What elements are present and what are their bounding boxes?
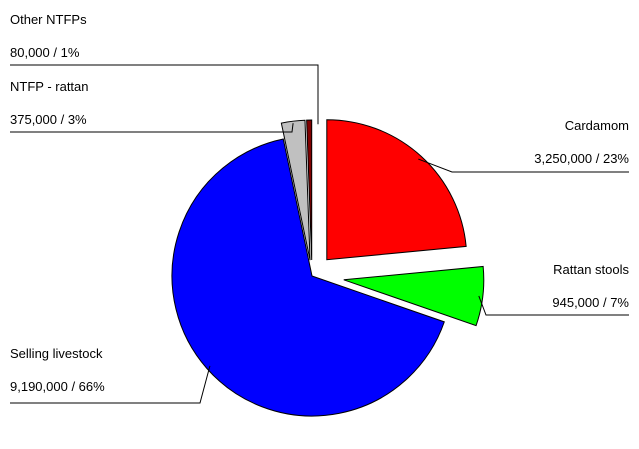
leader-line-other-ntfps	[10, 64, 319, 125]
pie-slice-cardamom	[326, 119, 467, 261]
leader-line-rattan-stools	[478, 295, 629, 316]
pie-slices	[171, 119, 485, 417]
pie-slice-other-ntfps	[306, 119, 313, 261]
slice-value-other-ntfps: 80,000 / 1%	[10, 45, 80, 60]
slice-value-ntfp-rattan: 375,000 / 3%	[10, 112, 87, 127]
slice-name-selling-livestock: Selling livestock	[10, 346, 103, 361]
leader-line-selling-livestock	[10, 365, 211, 404]
slice-value-rattan-stools: 945,000 / 7%	[552, 295, 629, 310]
slice-name-cardamom: Cardamom	[565, 118, 629, 133]
leader-line-ntfp-rattan	[10, 123, 294, 133]
slice-name-ntfp-rattan: NTFP - rattan	[10, 79, 89, 94]
leader-line-cardamom	[418, 158, 629, 173]
slice-name-other-ntfps: Other NTFPs	[10, 12, 87, 27]
pie-slice-ntfp-rattan	[280, 119, 311, 261]
leader-lines	[10, 64, 629, 404]
slice-value-cardamom: 3,250,000 / 23%	[534, 151, 629, 166]
pie-slice-rattan-stools	[343, 265, 485, 327]
pie-slice-selling-livestock	[171, 138, 445, 417]
slice-name-rattan-stools: Rattan stools	[553, 262, 629, 277]
slice-value-selling-livestock: 9,190,000 / 66%	[10, 379, 105, 394]
